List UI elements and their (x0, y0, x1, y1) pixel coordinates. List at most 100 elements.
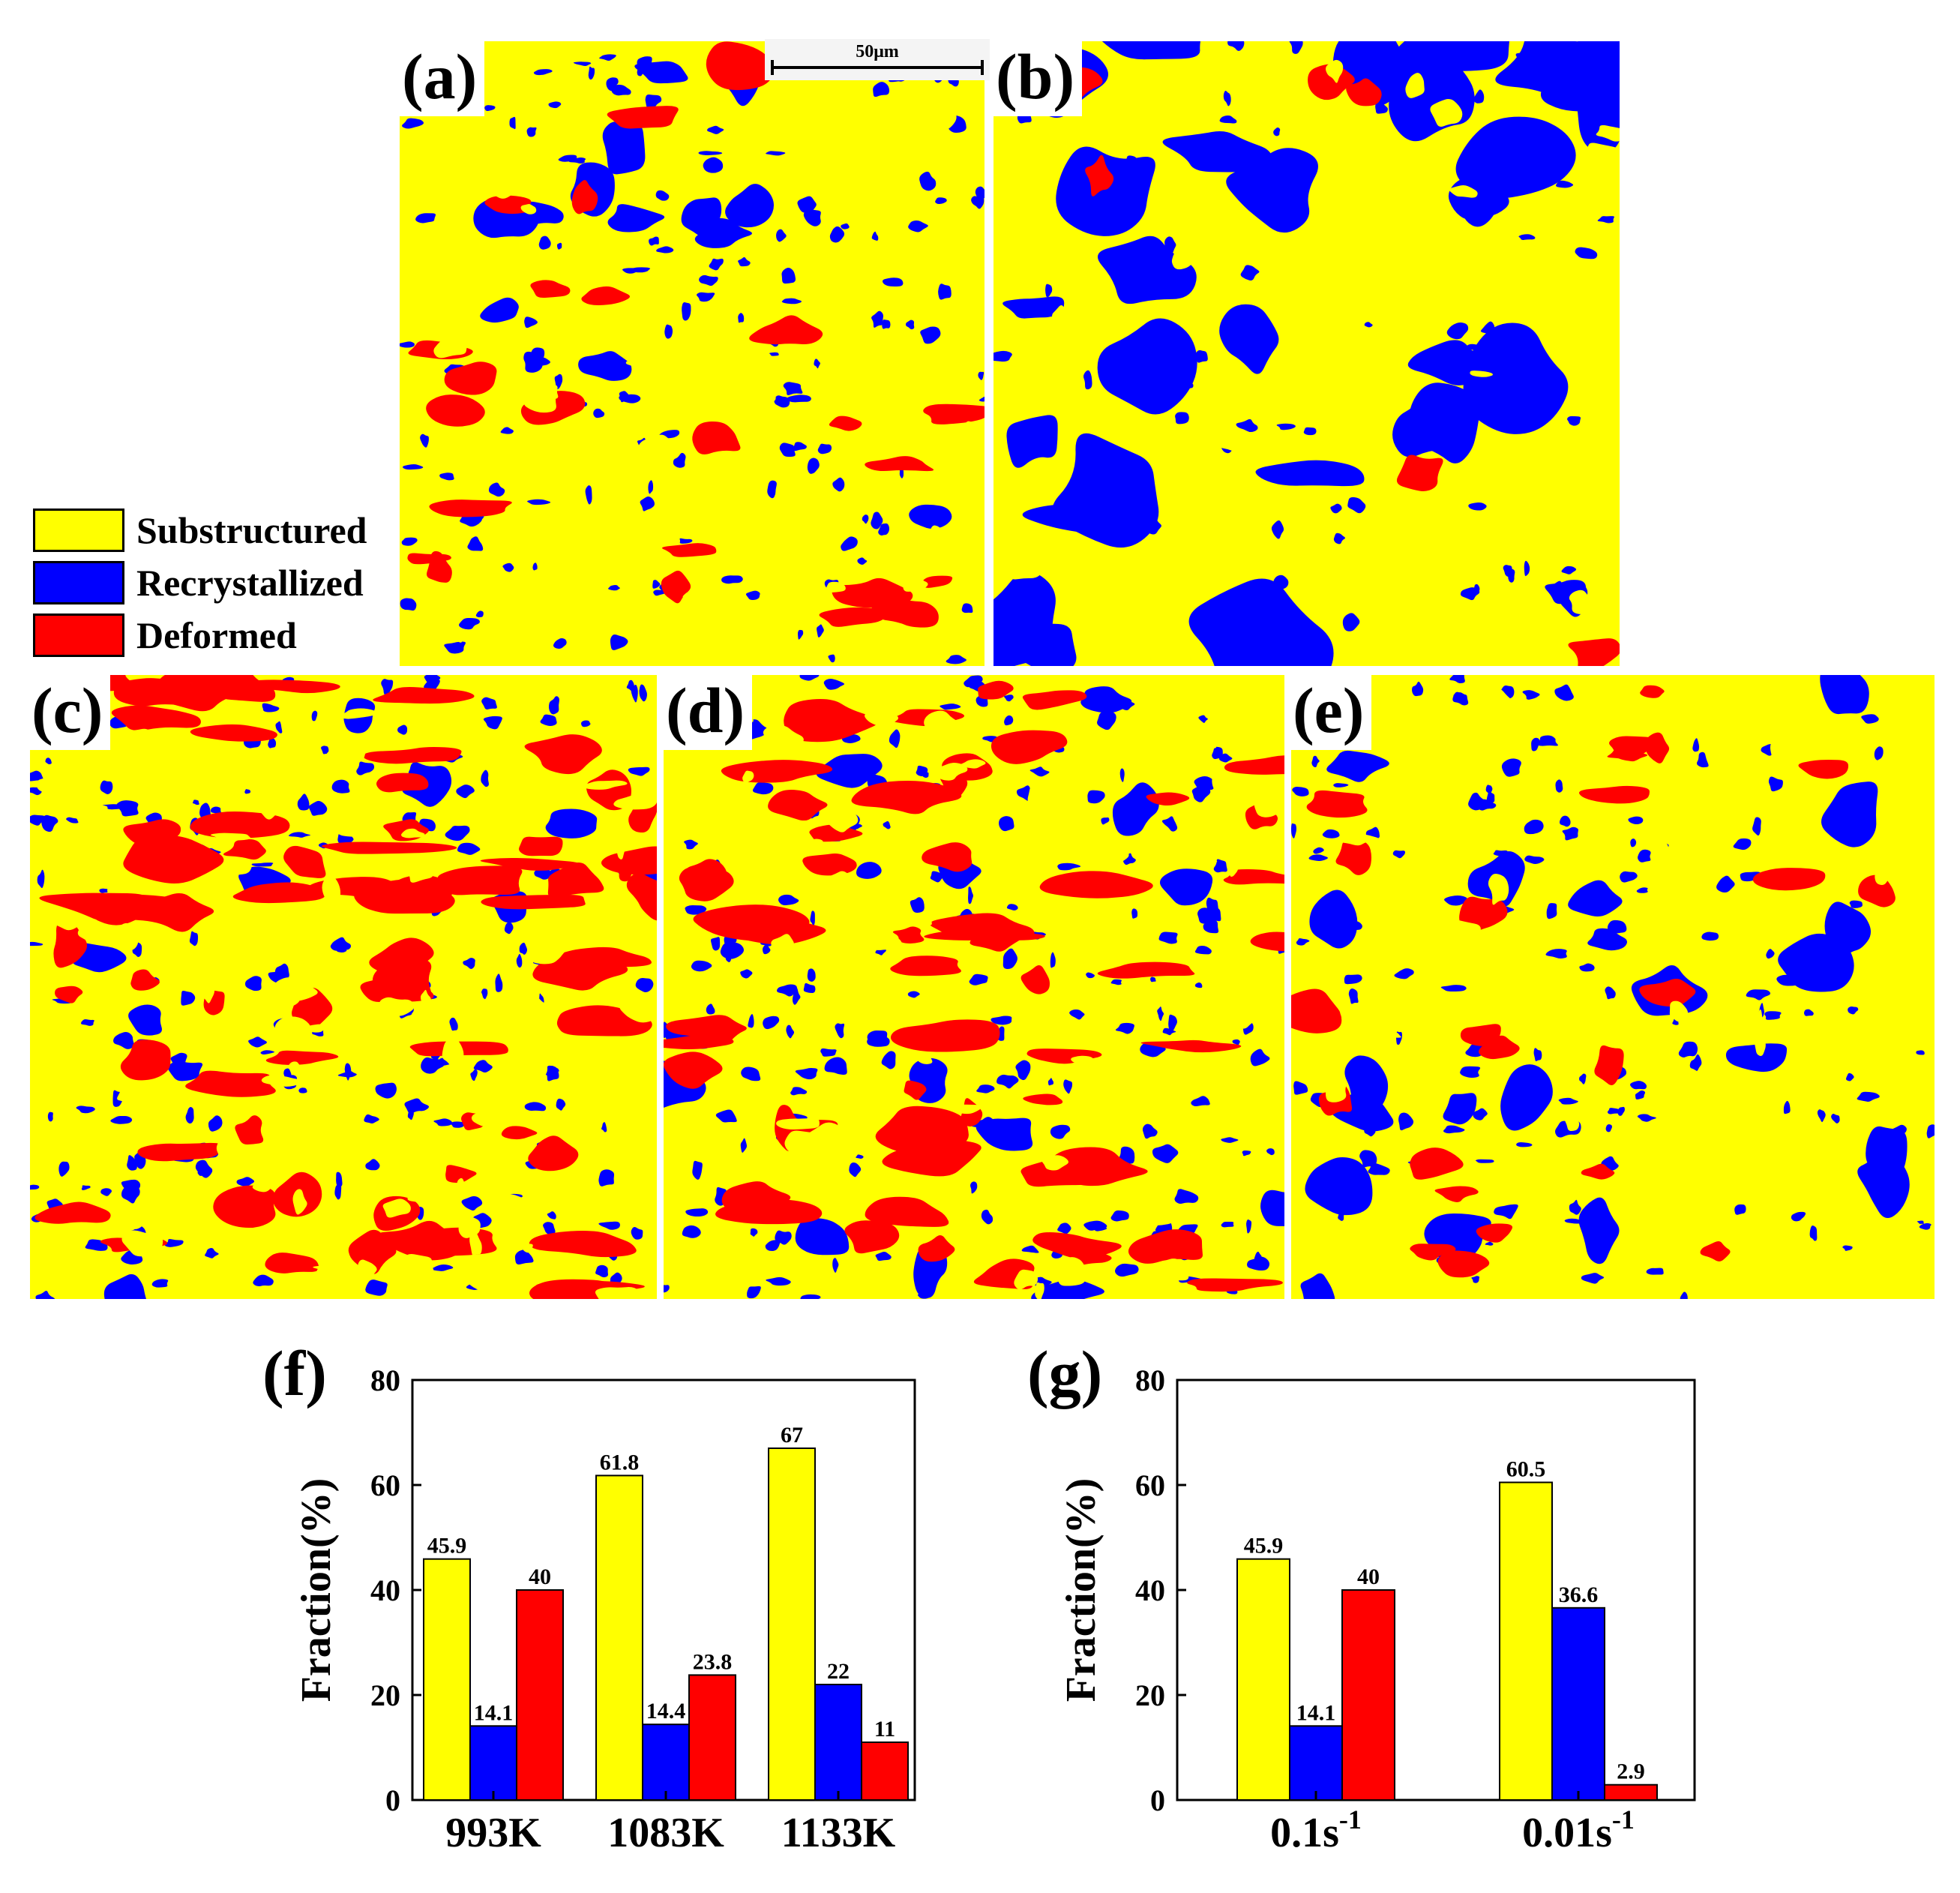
grain-region (602, 122, 646, 175)
grain-region (1555, 779, 1563, 793)
grain-region (865, 710, 899, 728)
grain-region (1087, 1112, 1106, 1129)
grain-region (1045, 284, 1053, 298)
grain-region (856, 1154, 864, 1159)
grain-region (1697, 752, 1709, 768)
grain-region (190, 1042, 222, 1064)
grain-region (556, 242, 562, 250)
grain-region (540, 714, 557, 727)
grain-region (918, 1179, 958, 1191)
grain-region (1273, 128, 1281, 136)
grain-region (1733, 838, 1752, 850)
grain-region (1501, 758, 1521, 777)
grain-region (795, 1068, 818, 1080)
grain-region (365, 1280, 388, 1296)
grain-region (330, 937, 352, 951)
grain-region (1003, 565, 1041, 580)
grain-region (1300, 1273, 1335, 1299)
grain-region (1187, 1278, 1283, 1292)
chart-g-ytick-label: 20 (1135, 1678, 1165, 1712)
grain-region (1094, 1226, 1107, 1232)
chart-f-data-label: 23.8 (693, 1649, 733, 1674)
grain-region (1023, 1094, 1063, 1106)
grain-region (652, 580, 661, 589)
grain-region (400, 1253, 434, 1276)
grain-region (1755, 1039, 1766, 1056)
grain-region (30, 770, 43, 782)
grain-region (924, 927, 1045, 940)
grain-region (802, 854, 857, 876)
grain-region (961, 640, 984, 653)
grain-region (786, 1024, 795, 1039)
grain-region (741, 1066, 761, 1082)
grain-region (1480, 505, 1517, 526)
grain-region (521, 1244, 534, 1254)
grain-region (181, 990, 196, 1006)
grain-region (1916, 1050, 1925, 1055)
grain-region (538, 236, 551, 250)
scale-bar-tick-left (771, 60, 774, 75)
grain-region (1578, 1197, 1620, 1264)
grain-region (1106, 938, 1145, 955)
grain-region (1303, 427, 1317, 436)
grain-region (807, 968, 816, 982)
grain-region (526, 499, 551, 506)
grain-region (1232, 1039, 1240, 1046)
grain-region (974, 562, 984, 576)
grain-region (867, 1035, 890, 1047)
grain-region (185, 1107, 194, 1124)
grain-region (1473, 89, 1485, 104)
grain-region (1159, 868, 1213, 906)
grain-region (1270, 1175, 1284, 1189)
grain-region (354, 879, 455, 914)
grain-region (924, 887, 966, 903)
grain-region (121, 1184, 140, 1204)
grain-region (1097, 318, 1197, 415)
grain-region (841, 160, 869, 178)
grain-region (1311, 755, 1320, 768)
grain-region (1364, 1128, 1376, 1137)
grain-region (691, 338, 717, 368)
grain-region (215, 970, 241, 982)
grain-region (252, 1178, 271, 1192)
chart-g-panel-label: (g) (1027, 1337, 1102, 1409)
grain-region (763, 724, 804, 753)
grain-region (1139, 1205, 1179, 1226)
grain-region (871, 231, 879, 241)
grain-region (679, 538, 693, 544)
grain-region (1097, 754, 1122, 768)
grain-region (902, 247, 934, 268)
grain-region (481, 697, 497, 710)
grain-region (638, 434, 681, 452)
grain-region (1734, 1204, 1746, 1215)
grain-region (917, 1292, 930, 1299)
grain-region (783, 382, 803, 396)
grain-region (730, 215, 742, 223)
grain-region (1047, 783, 1065, 814)
grain-region (1110, 979, 1122, 986)
grain-region (703, 157, 724, 173)
grain-region (779, 442, 796, 458)
grain-region (1509, 1100, 1518, 1115)
grain-region (1524, 855, 1545, 864)
grain-region (904, 1080, 927, 1100)
chart-g-data-label: 60.5 (1506, 1457, 1546, 1482)
grain-region (832, 1258, 839, 1273)
chart-f-bar-substructured-1 (595, 1474, 643, 1801)
grain-region (103, 1274, 146, 1299)
grain-region (1341, 236, 1383, 257)
grain-region (1092, 582, 1122, 599)
grain-region (356, 917, 391, 939)
grain-region (1143, 117, 1158, 130)
grain-region (829, 226, 845, 243)
grain-region (930, 101, 957, 131)
grain-region (1237, 1201, 1248, 1213)
grain-region (1269, 209, 1286, 222)
grain-region (1342, 613, 1360, 632)
grain-region (1499, 469, 1541, 489)
grain-region (118, 1204, 153, 1229)
grain-region (1047, 1078, 1054, 1086)
grain-region (34, 797, 62, 808)
grain-region (445, 825, 470, 842)
grain-region (740, 969, 753, 979)
